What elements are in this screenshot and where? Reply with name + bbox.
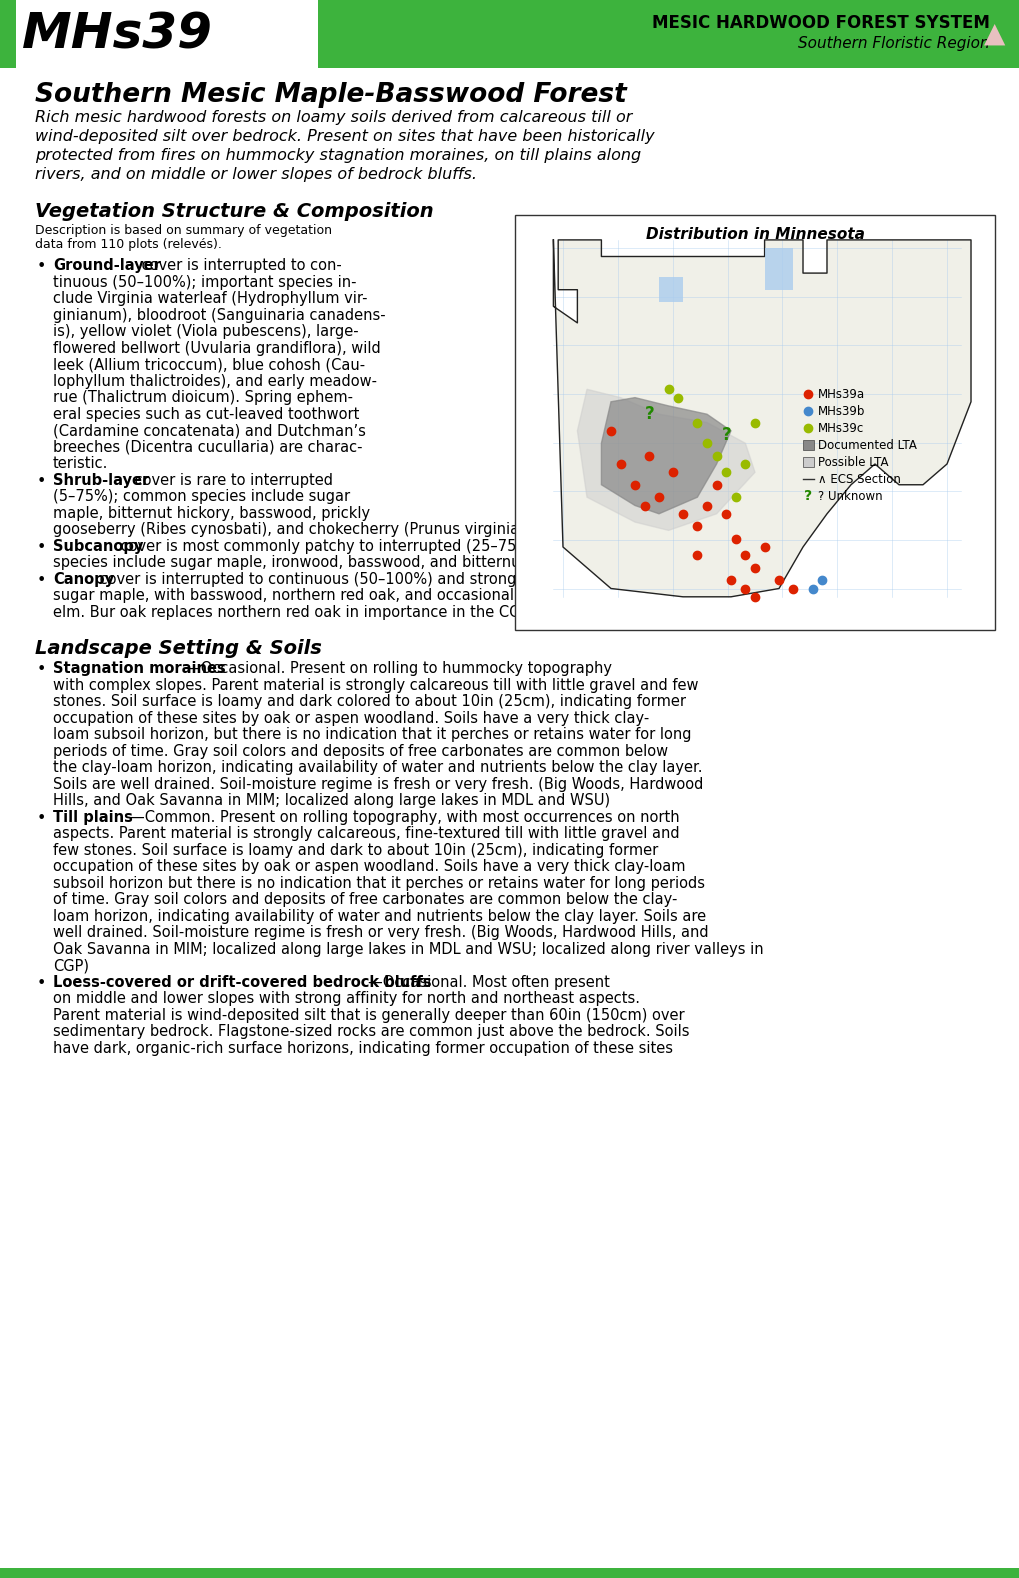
Text: maple, bitternut hickory, basswood, prickly: maple, bitternut hickory, basswood, pric… bbox=[53, 505, 370, 521]
Text: CGP): CGP) bbox=[53, 958, 89, 974]
Text: tinuous (50–100%); important species in-: tinuous (50–100%); important species in- bbox=[53, 275, 357, 289]
Bar bbox=[802, 440, 813, 450]
Text: Ground-layer: Ground-layer bbox=[53, 257, 161, 273]
Bar bbox=[802, 458, 813, 467]
Text: (Cardamine concatenata) and Dutchman’s: (Cardamine concatenata) and Dutchman’s bbox=[53, 423, 366, 439]
Text: occupation of these sites by oak or aspen woodland. Soils have a very thick clay: occupation of these sites by oak or aspe… bbox=[53, 858, 685, 874]
Text: of time. Gray soil colors and deposits of free carbonates are common below the c: of time. Gray soil colors and deposits o… bbox=[53, 892, 677, 907]
Text: wind-deposited silt over bedrock. Present on sites that have been historically: wind-deposited silt over bedrock. Presen… bbox=[35, 129, 654, 144]
Text: MHs39c: MHs39c bbox=[817, 421, 863, 436]
Text: stones. Soil surface is loamy and dark colored to about 10in (25cm), indicating : stones. Soil surface is loamy and dark c… bbox=[53, 694, 686, 709]
Text: Loess-covered or drift-covered bedrock bluffs: Loess-covered or drift-covered bedrock b… bbox=[53, 975, 431, 989]
Bar bbox=[658, 278, 683, 301]
Text: Soils are well drained. Soil-moisture regime is fresh or very fresh. (Big Woods,: Soils are well drained. Soil-moisture re… bbox=[53, 776, 703, 792]
Text: cover is rare to interrupted: cover is rare to interrupted bbox=[129, 472, 332, 488]
Text: the clay-loam horizon, indicating availability of water and nutrients below the : the clay-loam horizon, indicating availa… bbox=[53, 761, 702, 775]
Text: Subcanopy: Subcanopy bbox=[53, 538, 144, 554]
Text: is), yellow violet (Viola pubescens), large-: is), yellow violet (Viola pubescens), la… bbox=[53, 323, 359, 339]
Text: —Common. Present on rolling topography, with most occurrences on north: —Common. Present on rolling topography, … bbox=[129, 810, 679, 824]
Text: (5–75%); common species include sugar: (5–75%); common species include sugar bbox=[53, 489, 350, 503]
Text: ?: ? bbox=[803, 489, 811, 503]
Text: Oak Savanna in MIM; localized along large lakes in MDL and WSU; localized along : Oak Savanna in MIM; localized along larg… bbox=[53, 942, 763, 956]
Text: species include sugar maple, ironwood, basswood, and bitternut hickory.: species include sugar maple, ironwood, b… bbox=[53, 555, 586, 570]
Text: cover is interrupted to continuous (50–100%) and strongly dominated by: cover is interrupted to continuous (50–1… bbox=[95, 571, 635, 587]
Text: ? Unknown: ? Unknown bbox=[817, 489, 881, 503]
Text: ?: ? bbox=[644, 406, 653, 423]
Polygon shape bbox=[601, 398, 731, 514]
Text: Parent material is wind-deposited silt that is generally deeper than 60in (150cm: Parent material is wind-deposited silt t… bbox=[53, 1007, 684, 1023]
Text: flowered bellwort (Uvularia grandiflora), wild: flowered bellwort (Uvularia grandiflora)… bbox=[53, 341, 380, 355]
Text: rue (Thalictrum dioicum). Spring ephem-: rue (Thalictrum dioicum). Spring ephem- bbox=[53, 390, 353, 406]
Text: •: • bbox=[37, 473, 46, 489]
Text: Description is based on summary of vegetation: Description is based on summary of veget… bbox=[35, 224, 331, 237]
Text: leek (Allium tricoccum), blue cohosh (Cau-: leek (Allium tricoccum), blue cohosh (Ca… bbox=[53, 357, 365, 372]
Polygon shape bbox=[553, 240, 970, 596]
Text: •: • bbox=[37, 811, 46, 825]
Bar bbox=[764, 248, 793, 290]
Text: ?: ? bbox=[720, 426, 731, 443]
Text: —Occasional. Present on rolling to hummocky topography: —Occasional. Present on rolling to hummo… bbox=[185, 661, 611, 675]
Text: —Occasional. Most often present: —Occasional. Most often present bbox=[368, 975, 609, 989]
Text: eral species such as cut-leaved toothwort: eral species such as cut-leaved toothwor… bbox=[53, 407, 359, 421]
Text: Till plains: Till plains bbox=[53, 810, 132, 824]
Text: Shrub-layer: Shrub-layer bbox=[53, 472, 149, 488]
Text: occupation of these sites by oak or aspen woodland. Soils have a very thick clay: occupation of these sites by oak or aspe… bbox=[53, 710, 649, 726]
Text: ▲: ▲ bbox=[982, 21, 1004, 47]
Text: cover is interrupted to con-: cover is interrupted to con- bbox=[137, 257, 341, 273]
Text: •: • bbox=[37, 663, 46, 677]
Text: periods of time. Gray soil colors and deposits of free carbonates are common bel: periods of time. Gray soil colors and de… bbox=[53, 743, 667, 759]
Text: MESIC HARDWOOD FOREST SYSTEM: MESIC HARDWOOD FOREST SYSTEM bbox=[651, 14, 989, 32]
Text: MHs39: MHs39 bbox=[22, 9, 213, 58]
Text: Hills, and Oak Savanna in MIM; localized along large lakes in MDL and WSU): Hills, and Oak Savanna in MIM; localized… bbox=[53, 794, 609, 808]
Text: well drained. Soil-moisture regime is fresh or very fresh. (Big Woods, Hardwood : well drained. Soil-moisture regime is fr… bbox=[53, 925, 708, 940]
Text: ginianum), bloodroot (Sanguinaria canadens-: ginianum), bloodroot (Sanguinaria canade… bbox=[53, 308, 385, 322]
Text: teristic.: teristic. bbox=[53, 456, 108, 470]
Bar bbox=[0, 0, 16, 68]
Text: on middle and lower slopes with strong affinity for north and northeast aspects.: on middle and lower slopes with strong a… bbox=[53, 991, 639, 1007]
Text: Southern Mesic Maple-Basswood Forest: Southern Mesic Maple-Basswood Forest bbox=[35, 82, 626, 107]
Text: Landscape Setting & Soils: Landscape Setting & Soils bbox=[35, 639, 322, 658]
Text: Documented LTA: Documented LTA bbox=[817, 439, 916, 451]
Text: Possible LTA: Possible LTA bbox=[817, 456, 888, 469]
Text: lophyllum thalictroides), and early meadow-: lophyllum thalictroides), and early mead… bbox=[53, 374, 377, 388]
Text: MHs39a: MHs39a bbox=[817, 388, 864, 401]
Text: Canopy: Canopy bbox=[53, 571, 114, 587]
Text: Distribution in Minnesota: Distribution in Minnesota bbox=[645, 227, 863, 241]
Bar bbox=[0, 1569, 1019, 1578]
Text: have dark, organic-rich surface horizons, indicating former occupation of these : have dark, organic-rich surface horizons… bbox=[53, 1040, 673, 1056]
Text: with complex slopes. Parent material is strongly calcareous till with little gra: with complex slopes. Parent material is … bbox=[53, 677, 698, 693]
Text: cover is most commonly patchy to interrupted (25–75%); important: cover is most commonly patchy to interru… bbox=[116, 538, 618, 554]
Text: MHs39b: MHs39b bbox=[817, 406, 864, 418]
Text: loam horizon, indicating availability of water and nutrients below the clay laye: loam horizon, indicating availability of… bbox=[53, 909, 705, 923]
Text: Vegetation Structure & Composition: Vegetation Structure & Composition bbox=[35, 202, 433, 221]
Bar bbox=[515, 215, 994, 630]
Text: •: • bbox=[37, 259, 46, 275]
Text: Southern Floristic Region: Southern Floristic Region bbox=[798, 36, 989, 50]
Text: gooseberry (Ribes cynosbati), and chokecherry (Prunus virginiana).: gooseberry (Ribes cynosbati), and chokec… bbox=[53, 522, 547, 537]
Text: aspects. Parent material is strongly calcareous, fine-textured till with little : aspects. Parent material is strongly cal… bbox=[53, 825, 679, 841]
Bar bbox=[0, 0, 1019, 68]
Text: Stagnation moraines: Stagnation moraines bbox=[53, 661, 225, 675]
Text: elm. Bur oak replaces northern red oak in importance in the CGP.: elm. Bur oak replaces northern red oak i… bbox=[53, 604, 531, 620]
Text: ∧ ECS Section: ∧ ECS Section bbox=[817, 473, 900, 486]
Text: protected from fires on hummocky stagnation moraines, on till plains along: protected from fires on hummocky stagnat… bbox=[35, 148, 641, 163]
Text: sugar maple, with basswood, northern red oak, and occasionally red elm and Ameri: sugar maple, with basswood, northern red… bbox=[53, 589, 694, 603]
Text: subsoil horizon but there is no indication that it perches or retains water for : subsoil horizon but there is no indicati… bbox=[53, 876, 704, 890]
Text: •: • bbox=[37, 573, 46, 587]
Bar bbox=[0, 0, 318, 68]
Text: loam subsoil horizon, but there is no indication that it perches or retains wate: loam subsoil horizon, but there is no in… bbox=[53, 727, 691, 742]
Text: rivers, and on middle or lower slopes of bedrock bluffs.: rivers, and on middle or lower slopes of… bbox=[35, 167, 477, 181]
Text: sedimentary bedrock. Flagstone-sized rocks are common just above the bedrock. So: sedimentary bedrock. Flagstone-sized roc… bbox=[53, 1024, 689, 1038]
Text: clude Virginia waterleaf (Hydrophyllum vir-: clude Virginia waterleaf (Hydrophyllum v… bbox=[53, 290, 367, 306]
Text: Rich mesic hardwood forests on loamy soils derived from calcareous till or: Rich mesic hardwood forests on loamy soi… bbox=[35, 110, 632, 125]
Text: •: • bbox=[37, 540, 46, 554]
Text: few stones. Soil surface is loamy and dark to about 10in (25cm), indicating form: few stones. Soil surface is loamy and da… bbox=[53, 843, 657, 857]
Polygon shape bbox=[577, 390, 754, 530]
Text: data from 110 plots (relevés).: data from 110 plots (relevés). bbox=[35, 238, 222, 251]
Text: •: • bbox=[37, 975, 46, 991]
Text: breeches (Dicentra cucullaria) are charac-: breeches (Dicentra cucullaria) are chara… bbox=[53, 440, 362, 454]
